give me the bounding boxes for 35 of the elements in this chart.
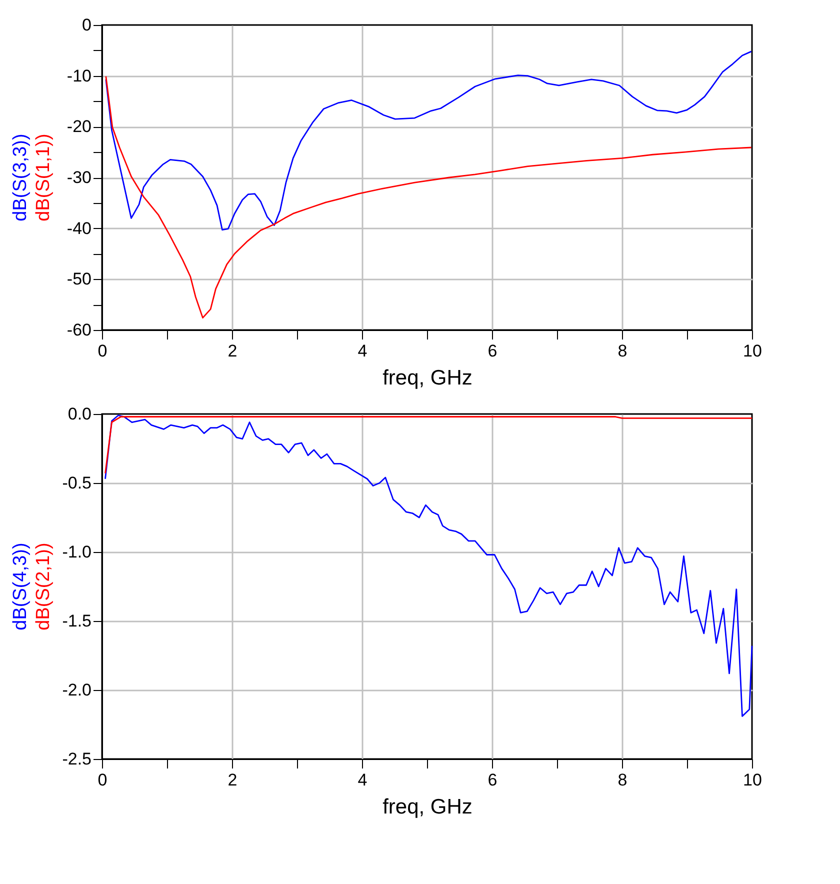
text: dB(S(4,3)) [10,542,31,630]
x-axis-title: freq, GHz [382,366,472,390]
x-tick-label: 0 [98,342,108,360]
line-series [104,414,753,717]
y-tick-label: -20 [66,117,92,136]
x-tick-label: 2 [228,770,238,790]
line-series [104,416,753,474]
y-tick-label: 0.0 [68,404,92,424]
line-series [105,50,752,231]
y-tick-label: -60 [66,320,92,340]
x-tick-label: 8 [618,342,628,360]
x-tick-label: 10 [743,770,762,790]
x-tick-label: 2 [228,342,238,360]
x-tick-label: 6 [488,770,498,790]
y-tick-label: -1.0 [62,542,92,562]
y-tick-label: -50 [66,270,92,289]
x-axis-title: freq, GHz [382,796,472,818]
y-tick-label: -10 [66,66,92,86]
x-tick-label: 0 [98,770,108,790]
x-tick-label: 10 [743,342,762,360]
y-tick-label: -0.5 [62,474,92,492]
y-tick-label: -2.0 [62,680,92,700]
y-tick-label: -40 [66,218,92,238]
y-tick-label: -30 [66,168,92,187]
x-tick-label: 6 [488,342,498,360]
y-tick-label: -2.5 [62,750,92,768]
x-tick-label: 8 [618,770,628,790]
text: dB(S(2,1)) [33,542,54,630]
text: dB(S(1,1)) [33,134,54,222]
line-series [105,76,752,318]
x-tick-label: 4 [358,770,368,790]
text: dB(S(3,3)) [10,134,31,222]
x-tick-label: 4 [358,342,368,360]
y-tick-label: -1.5 [62,612,92,630]
y-tick-label: 0 [82,16,92,34]
